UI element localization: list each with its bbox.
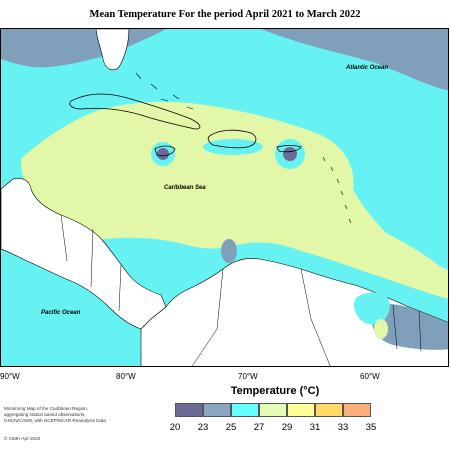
temperature-map: Atlantic Ocean Caribbean Sea Pacific Oce…: [1, 29, 448, 366]
land-central-america: [1, 178, 167, 330]
land-bahamas: [135, 72, 194, 110]
slate-patch-maracaibo: [221, 239, 237, 263]
legend-label-27: 27: [253, 422, 265, 433]
cyan-patch-hispaniola: [203, 139, 263, 155]
label-atlantic-ocean: Atlantic Ocean: [345, 65, 388, 71]
warm-patch-trinidad: [374, 319, 388, 339]
label-caribbean-sea: Caribbean Sea: [164, 185, 206, 191]
longitude-tick-60w: 60°W: [360, 372, 380, 381]
warm-band-caribbean: [20, 101, 448, 299]
slate-guianas: [371, 304, 448, 350]
footnote-line-1: Monitoring Map of the Caribbean Region,: [4, 406, 89, 411]
footnote-line-2: aggregating station based observations,: [4, 412, 86, 417]
legend-swatch-29-31: [287, 403, 315, 417]
cyan-patch-venezuela: [354, 292, 390, 325]
legend-swatch-31-33: [315, 403, 343, 417]
footnote-line-3: GHCN/CAMS, with NCEP/NCAR Reanalysis Dat…: [4, 418, 106, 423]
longitude-tick-90w: 90°W: [0, 372, 20, 381]
legend-label-25: 25: [225, 422, 237, 433]
legend-label-35: 35: [365, 422, 377, 433]
land-puerto-rico: [276, 145, 302, 153]
hotspot-jamaica: [157, 148, 169, 160]
land-lesser-antilles: [322, 156, 352, 224]
legend-label-23: 23: [197, 422, 209, 433]
legend-label-20: 20: [169, 422, 181, 433]
land-florida: [95, 29, 130, 71]
land-cuba: [69, 93, 201, 130]
legend-swatch-25-27: [231, 403, 259, 417]
ocean-slate-northeast: [261, 29, 448, 91]
legend-title: Temperature (°C): [230, 385, 320, 397]
footnote-credit: © CIMH Apr-2022: [4, 436, 41, 441]
legend-label-29: 29: [281, 422, 293, 433]
page-title: Mean Temperature For the period April 20…: [89, 9, 361, 20]
land-hispaniola: [207, 129, 257, 149]
longitude-tick-70w: 70°W: [238, 372, 258, 381]
land-jamaica: [154, 145, 176, 157]
hotspot-puerto-rico: [283, 147, 297, 161]
legend-label-33: 33: [337, 422, 349, 433]
land-south-america: [140, 258, 448, 366]
legend-swatch-20-23: [175, 403, 203, 417]
longitude-tick-80w: 80°W: [116, 372, 136, 381]
legend-swatch-23-25: [203, 403, 231, 417]
label-pacific-ocean: Pacific Ocean: [41, 310, 81, 316]
country-borders: [60, 214, 422, 366]
map-frame: Atlantic Ocean Caribbean Sea Pacific Oce…: [0, 28, 449, 367]
legend-swatch-27-29: [259, 403, 287, 417]
legend-swatch-33-35: [343, 403, 371, 417]
legend-label-31: 31: [309, 422, 321, 433]
